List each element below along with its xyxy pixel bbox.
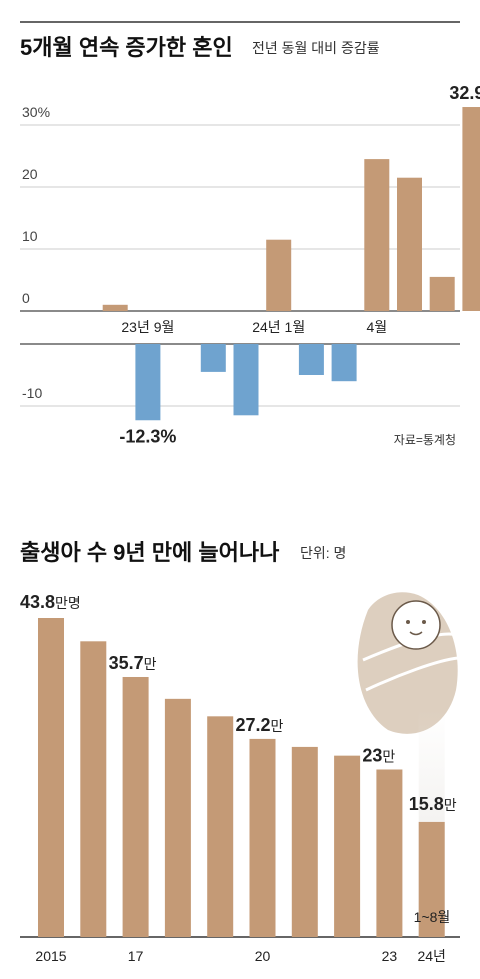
y-tick-label: 0	[22, 290, 30, 306]
y-tick-label: -10	[22, 385, 42, 401]
value-unit: 만	[382, 748, 395, 764]
bar	[418, 821, 445, 937]
chart-title: 출생아 수 9년 만에 늘어나나	[20, 540, 279, 565]
bar	[376, 769, 403, 937]
y-tick-label: 10	[22, 228, 38, 244]
last-bar-note: 1~8월	[414, 909, 451, 925]
bar	[334, 755, 361, 937]
bar	[331, 344, 357, 382]
bar	[298, 344, 324, 375]
bar	[207, 716, 234, 937]
value-number: 35.7	[109, 653, 144, 673]
x-tick-label: 4월	[366, 319, 387, 335]
bar	[135, 344, 161, 421]
bar	[291, 746, 318, 937]
value-label: -12.3%	[119, 426, 176, 446]
value-unit: 만	[271, 718, 284, 734]
baby-eye	[406, 620, 410, 624]
source-label: 자료=통계청	[394, 433, 456, 447]
baby-face	[391, 600, 441, 650]
x-tick-label: 23년 9월	[121, 319, 174, 335]
value-label: 27.2만	[236, 715, 284, 735]
x-tick-label: 17	[128, 948, 144, 964]
blanket-fold	[365, 656, 459, 692]
value-unit: 만명	[55, 595, 81, 611]
baby-mouth	[409, 631, 423, 636]
chart-title: 5개월 연속 증가한 혼인	[20, 35, 233, 60]
bar	[397, 177, 422, 311]
marriage-chart: 5개월 연속 증가한 혼인 전년 동월 대비 증감률 30% 20 10 0 -10 23년 …	[20, 21, 480, 447]
value-label: 23만	[362, 745, 395, 765]
value-label: 32.9%	[449, 83, 480, 103]
bar	[80, 641, 107, 937]
bar	[266, 239, 292, 311]
baby-illustration	[357, 592, 459, 734]
births-chart: 출생아 수 9년 만에 늘어나나 단위: 명43.8만명35.7만27.2만23만…	[20, 540, 460, 964]
x-tick-label: 24년 1월	[252, 319, 305, 335]
value-unit: 만	[444, 797, 457, 813]
bar	[122, 676, 149, 937]
value-unit: 만	[144, 656, 157, 672]
bar	[462, 107, 480, 312]
bar	[164, 698, 191, 937]
bar	[200, 344, 226, 372]
value-number: 23	[362, 745, 382, 765]
value-number: 27.2	[236, 715, 271, 735]
bar	[364, 159, 390, 311]
bar	[38, 618, 64, 937]
value-label: 35.7만	[109, 653, 157, 673]
chart-subtitle: 단위: 명	[300, 545, 346, 561]
value-label: 15.8만	[409, 794, 457, 814]
bar	[233, 344, 259, 416]
x-tick-label: 20	[255, 948, 271, 964]
x-tick-label: 2015	[35, 948, 66, 964]
value-number: 15.8	[409, 794, 444, 814]
bar	[249, 738, 276, 937]
baby-eye	[422, 620, 426, 624]
y-tick-label: 30%	[22, 104, 50, 120]
value-number: 43.8	[20, 592, 55, 612]
bar	[102, 304, 128, 311]
x-tick-label: 24년	[417, 948, 445, 964]
x-tick-label: 23	[382, 948, 398, 964]
value-label: 43.8만명	[20, 592, 81, 612]
y-tick-label: 20	[22, 166, 38, 182]
bar	[429, 276, 455, 311]
chart-subtitle: 전년 동월 대비 증감률	[252, 40, 380, 56]
